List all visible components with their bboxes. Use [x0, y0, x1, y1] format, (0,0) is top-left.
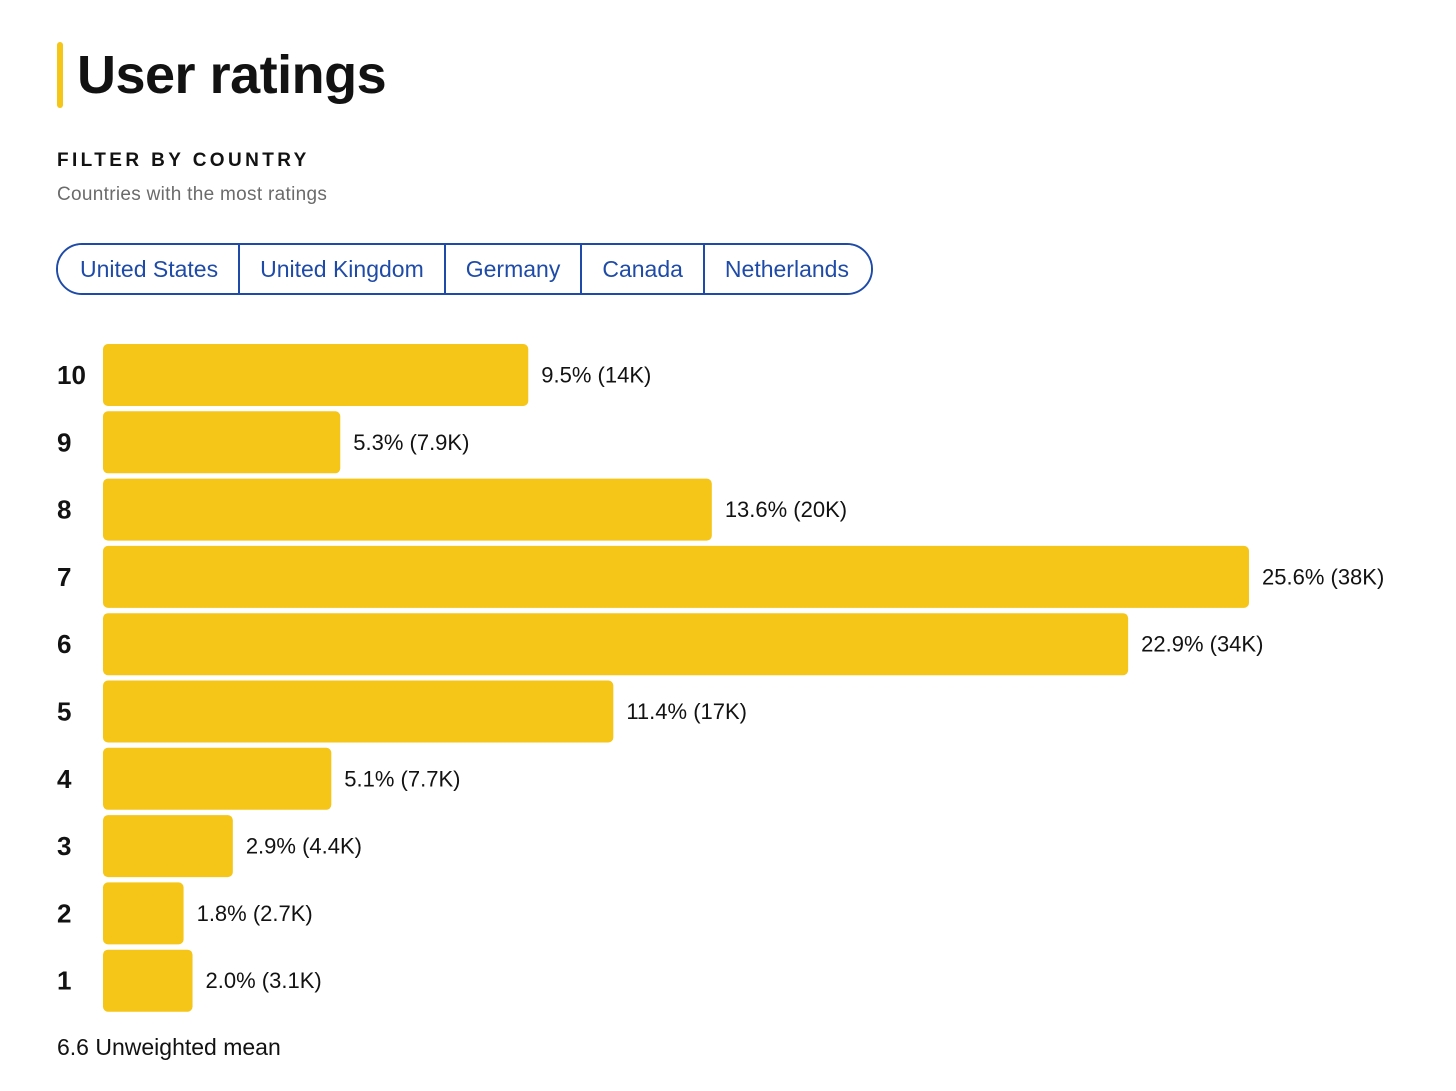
rating-bar[interactable]	[103, 613, 1129, 676]
rating-tick-label: 5	[57, 697, 71, 727]
page-title: User ratings	[77, 45, 387, 105]
rating-tick-label: 6	[57, 629, 71, 659]
rating-bar[interactable]	[103, 478, 712, 541]
rating-bar[interactable]	[103, 747, 332, 810]
bar-value-label: 1.8% (2.7K)	[197, 901, 313, 926]
bar-value-label: 2.9% (4.4K)	[246, 834, 362, 859]
bar-value-label: 25.6% (38K)	[1262, 564, 1384, 589]
rating-tick-label: 7	[57, 562, 71, 592]
title-accent-bar	[57, 42, 63, 108]
ratings-bar-chart: 10 9.5% (14K)9 5.3% (7.9K)8 13.6% (20K)7 25.…	[57, 344, 1384, 1012]
rating-tick-label: 10	[57, 360, 86, 390]
unweighted-mean: 6.6 Unweighted mean	[57, 1034, 281, 1060]
bar-value-label: 2.0% (3.1K)	[206, 968, 322, 993]
bar-value-label: 13.6% (20K)	[725, 497, 847, 522]
bar-value-label: 5.3% (7.9K)	[353, 430, 469, 455]
rating-bar[interactable]	[103, 949, 193, 1012]
rating-bar[interactable]	[103, 344, 529, 406]
rating-bar[interactable]	[103, 882, 184, 945]
country-button-canada[interactable]: Canada	[582, 245, 705, 293]
country-button-united-kingdom[interactable]: United Kingdom	[240, 245, 446, 293]
rating-tick-label: 1	[57, 966, 71, 996]
bar-value-label: 11.4% (17K)	[626, 699, 747, 724]
rating-tick-label: 2	[57, 898, 71, 928]
bar-value-label: 9.5% (14K)	[541, 363, 651, 388]
bar-value-label: 5.1% (7.7K)	[344, 766, 460, 791]
rating-tick-label: 8	[57, 495, 71, 525]
filter-heading: FILTER BY COUNTRY	[57, 150, 310, 171]
country-button-germany[interactable]: Germany	[445, 245, 583, 293]
rating-tick-label: 4	[57, 764, 72, 794]
rating-bar[interactable]	[103, 545, 1249, 608]
bar-value-label: 22.9% (34K)	[1141, 632, 1263, 657]
rating-bar[interactable]	[103, 680, 614, 743]
country-button-netherlands[interactable]: Netherlands	[704, 245, 871, 293]
rating-bar[interactable]	[103, 411, 341, 474]
country-button-united-states[interactable]: United States	[58, 245, 241, 293]
rating-bar[interactable]	[103, 815, 233, 878]
country-filter-group: United States United Kingdom Germany Can…	[56, 243, 873, 295]
rating-tick-label: 3	[57, 831, 71, 861]
filter-subheading: Countries with the most ratings	[57, 184, 328, 205]
title-block: User ratings	[57, 42, 387, 108]
rating-tick-label: 9	[57, 427, 71, 457]
